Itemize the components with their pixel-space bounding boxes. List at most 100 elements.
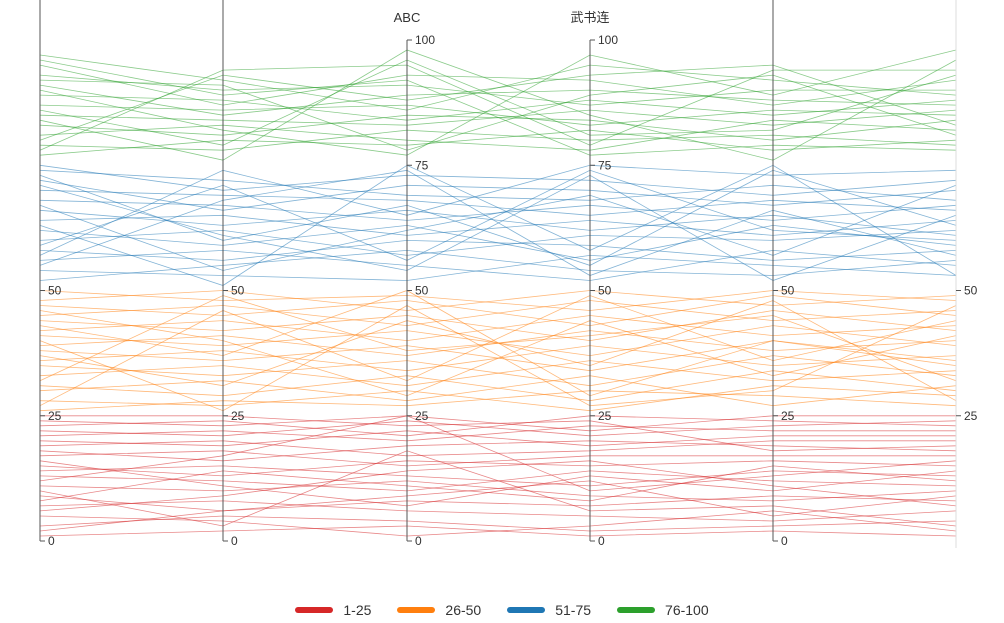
- series-line: [39, 295, 957, 407]
- series-line: [39, 164, 957, 286]
- series-line: [39, 74, 956, 106]
- legend-item-1-25[interactable]: 1-25: [295, 602, 371, 618]
- series-line: [39, 430, 956, 447]
- series-line: [39, 325, 957, 357]
- series-line: [39, 119, 957, 151]
- series-line: [39, 460, 957, 512]
- series-line: [39, 214, 957, 236]
- tick-label: 0: [48, 534, 55, 548]
- series-line: [39, 440, 957, 462]
- series-line: [39, 305, 957, 412]
- series-line: [39, 84, 957, 116]
- tick-label: 50: [231, 284, 245, 298]
- series-line: [40, 415, 957, 452]
- legend-label: 26-50: [445, 602, 482, 618]
- series-line: [39, 420, 957, 437]
- tick-label: 0: [415, 534, 422, 548]
- series-line: [39, 465, 957, 502]
- series-line: [39, 239, 957, 261]
- tick-label: 75: [415, 158, 429, 172]
- series-line: [39, 209, 957, 236]
- series-line: [39, 169, 957, 261]
- series-line: [39, 184, 957, 271]
- series-line: [39, 49, 957, 156]
- series-line: [39, 415, 957, 492]
- tick-label: 75: [598, 158, 612, 172]
- series-line: [39, 104, 957, 126]
- tick-label: 50: [48, 284, 62, 298]
- series-line: [39, 164, 957, 196]
- series-line: [39, 249, 957, 281]
- series-line: [39, 310, 957, 342]
- legend-item-26-50[interactable]: 26-50: [397, 602, 481, 618]
- legend-item-51-75[interactable]: 51-75: [507, 602, 591, 618]
- tick-label: 0: [231, 534, 238, 548]
- series-line: [39, 229, 957, 256]
- axis-3: 0 25 50 75 100 ABC: [394, 10, 436, 548]
- tick-label: 50: [964, 284, 978, 298]
- series-line: [39, 425, 956, 442]
- series-line: [39, 94, 957, 121]
- series-line: [39, 74, 957, 151]
- series-line: [39, 385, 957, 412]
- series-line: [39, 169, 957, 266]
- series-line: [39, 64, 957, 106]
- axis-2: 0 25 50: [222, 0, 245, 548]
- legend-swatch: [617, 607, 656, 613]
- series-lines: [39, 49, 957, 537]
- legend-swatch: [507, 607, 546, 613]
- series-line: [39, 169, 957, 276]
- series-line: [39, 59, 957, 156]
- series-line: [39, 460, 957, 477]
- series-line: [39, 480, 957, 532]
- series-line: [39, 355, 957, 387]
- legend-swatch: [397, 607, 436, 613]
- series-line: [39, 370, 957, 402]
- axis-5: 0 25 50: [772, 0, 795, 548]
- series-line: [39, 254, 957, 281]
- series-line: [39, 295, 957, 382]
- series-line: [39, 310, 957, 397]
- tick-label: 100: [415, 33, 435, 47]
- series-line: [39, 375, 957, 407]
- series-line: [39, 129, 957, 151]
- series-line: [39, 390, 957, 412]
- series-line: [39, 64, 957, 141]
- tick-label: 25: [598, 409, 612, 423]
- legend-swatch: [295, 607, 334, 613]
- legend-label: 1-25: [343, 602, 372, 618]
- series-line: [39, 450, 957, 527]
- legend-label: 51-75: [555, 602, 592, 618]
- series-line: [39, 49, 957, 161]
- series-line: [39, 249, 957, 281]
- series-line: [39, 295, 957, 327]
- series-line: [39, 224, 957, 261]
- tick-label: 0: [598, 534, 605, 548]
- legend-item-76-100[interactable]: 76-100: [617, 602, 709, 618]
- tick-label: 25: [964, 409, 978, 423]
- axis-6: 25 50: [955, 0, 978, 548]
- series-line: [39, 164, 957, 256]
- tick-label: 50: [598, 284, 612, 298]
- tick-label: 25: [48, 409, 62, 423]
- axis-1: 0 25 50: [39, 0, 62, 548]
- tick-label: 50: [781, 284, 795, 298]
- series-line: [39, 169, 957, 201]
- legend-label: 76-100: [665, 602, 709, 618]
- series-line: [39, 415, 957, 437]
- series-line: [39, 290, 957, 311]
- series-line: [39, 59, 957, 146]
- tick-label: 25: [415, 409, 429, 423]
- axis-title: ABC: [394, 10, 421, 25]
- series-line: [39, 179, 957, 211]
- tick-label: 50: [415, 284, 429, 298]
- series-line: [39, 465, 957, 487]
- series-line: [39, 515, 957, 532]
- series-line: [39, 199, 957, 221]
- series-line: [39, 129, 957, 156]
- series-line: [39, 500, 957, 522]
- tick-label: 0: [781, 534, 788, 548]
- series-line: [39, 460, 957, 507]
- axes: 0 25 50 0 25 50 0 25 50 75 100 ABC 0 25 50 75 100 武书连 0 25 5…: [39, 0, 978, 548]
